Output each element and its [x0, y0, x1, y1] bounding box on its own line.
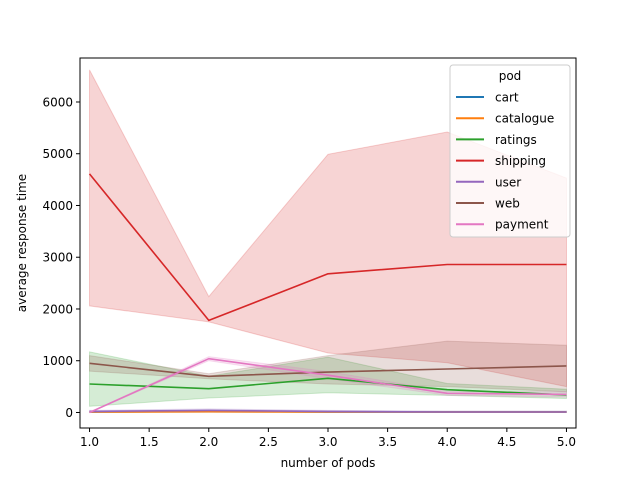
legend-label-user: user [495, 175, 521, 189]
y-tick-label: 5000 [42, 147, 73, 161]
x-tick-label: 3.5 [378, 435, 397, 449]
series-lines [88, 173, 567, 414]
y-tick-label: 1000 [42, 354, 73, 368]
legend-box [449, 64, 571, 238]
x-axis-label: number of pods [281, 456, 376, 470]
x-tick-label: 1.5 [140, 435, 159, 449]
y-axis-label: average response time [15, 174, 29, 312]
x-tick-label: 2.5 [259, 435, 278, 449]
band-shipping [89, 69, 567, 388]
x-axis-ticks: 1.0 1.5 2.0 2.5 3.0 3.5 4.0 4.5 5.0 [80, 428, 576, 449]
legend-label-web: web [495, 197, 520, 211]
y-tick-label: 3000 [42, 251, 73, 265]
y-tick-label: 2000 [42, 302, 73, 316]
y-tick-label: 4000 [42, 199, 73, 213]
y-axis-ticks: 0 1000 2000 3000 4000 5000 6000 [42, 95, 80, 420]
series-line-user [89, 409, 567, 413]
legend-label-shipping: shipping [495, 154, 546, 168]
series-line-ratings [89, 377, 567, 396]
series-line-web [89, 362, 567, 378]
legend-label-payment: payment [495, 218, 549, 232]
y-tick-label: 0 [65, 406, 73, 420]
legend-label-catalogue: catalogue [495, 112, 554, 126]
x-tick-label: 1.0 [80, 435, 99, 449]
y-tick-label: 6000 [42, 95, 73, 109]
x-tick-label: 5.0 [557, 435, 576, 449]
legend-label-ratings: ratings [495, 133, 537, 147]
x-tick-label: 4.5 [497, 435, 516, 449]
series-line-shipping [88, 173, 567, 322]
legend: pod cart catalogue ratings shipping user web p… [449, 64, 571, 238]
legend-label-cart: cart [495, 91, 519, 105]
series-line-payment [89, 357, 567, 414]
x-tick-label: 2.0 [199, 435, 218, 449]
x-tick-label: 3.0 [318, 435, 337, 449]
legend-title: pod [499, 69, 522, 83]
x-tick-label: 4.0 [438, 435, 457, 449]
